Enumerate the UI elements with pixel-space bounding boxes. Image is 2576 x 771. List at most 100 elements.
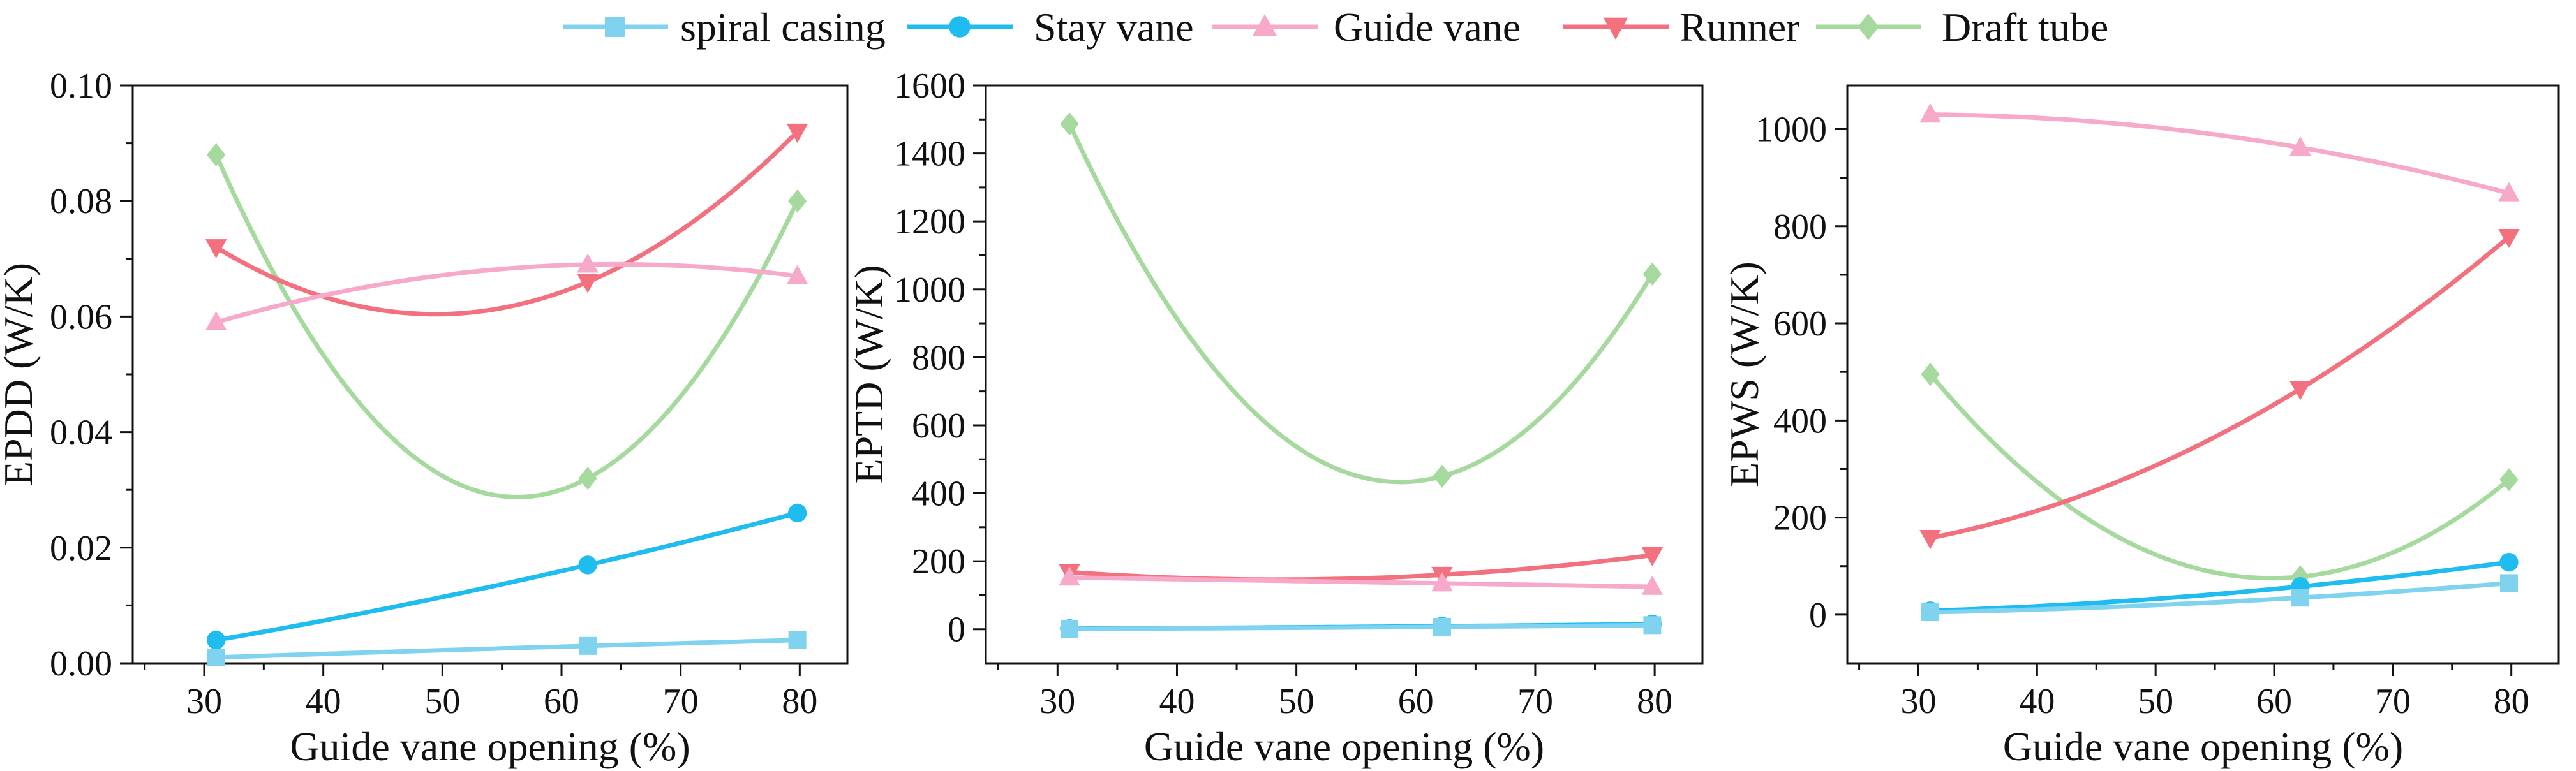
series-line-draft-tube [1928, 372, 2512, 581]
x-tick-label: 80 [782, 682, 817, 721]
x-tick-label: 50 [2138, 682, 2173, 721]
y-tick-label: 400 [912, 474, 965, 514]
y-tick-label: 600 [912, 406, 965, 446]
series-line-draft-tube [214, 152, 800, 499]
data-point-spiral-casing [1061, 620, 1079, 638]
y-tick-label: 200 [1773, 499, 1827, 538]
y-tick-label: 0.08 [50, 182, 112, 221]
y-axis-label: EPWS (W/K) [1722, 261, 1767, 487]
y-tick-label: 0 [948, 610, 965, 650]
data-point-stay-vane [787, 503, 807, 523]
legend-item-stay-vane: Stay vane [907, 4, 1194, 50]
y-tick-label: 0.10 [50, 66, 112, 106]
series-line-stay-vane [214, 510, 800, 643]
y-tick-label: 0.06 [50, 297, 112, 337]
data-point-spiral-casing [2499, 574, 2518, 592]
data-point-draft-tube [2499, 468, 2519, 492]
legend-item-spiral-casing: spiral casing [563, 4, 886, 50]
legend-marker-spiral-casing [605, 17, 625, 37]
legend-item-runner: Runner [1563, 4, 1799, 50]
y-tick-label: 0.00 [50, 644, 112, 684]
legend-label: Guide vane [1334, 4, 1521, 50]
data-point-runner [205, 239, 227, 259]
series-line-runner [214, 129, 800, 317]
data-point-stay-vane [206, 631, 226, 650]
legend-label: Runner [1679, 4, 1799, 50]
data-point-guide-vane [2289, 136, 2311, 156]
chart-panel-2: 30 40 50 60 70 800200400600800100012001400160… [846, 66, 1704, 769]
y-tick-label: 600 [1773, 304, 1827, 344]
x-tick-label: 40 [306, 682, 341, 721]
data-point-draft-tube [1921, 362, 1940, 386]
legend-marker-draft-tube [1858, 13, 1879, 40]
x-axis-label: Guide vane opening (%) [2003, 724, 2403, 769]
data-point-draft-tube [787, 189, 807, 213]
series-spiral-casing [1921, 574, 2518, 622]
data-point-guide-vane [1919, 103, 1941, 123]
series-line-spiral-casing [1928, 580, 2512, 615]
series-line-draft-tube [1067, 121, 1655, 485]
x-tick-label: 30 [186, 682, 222, 721]
data-point-draft-tube [1433, 464, 1452, 488]
series-stay-vane [206, 503, 807, 650]
legend: spiral casing Stay vane Guide vane Runner Dr… [563, 4, 2108, 50]
data-point-spiral-casing [1433, 617, 1451, 636]
data-point-guide-vane [2498, 182, 2520, 202]
data-point-draft-tube [578, 466, 597, 490]
x-tick-label: 30 [1901, 682, 1937, 721]
x-tick-label: 60 [1398, 682, 1434, 721]
series-line-guide-vane [214, 261, 800, 325]
x-tick-label: 80 [2494, 682, 2529, 721]
x-axis-label: Guide vane opening (%) [290, 724, 690, 769]
data-point-draft-tube [2291, 565, 2310, 589]
x-tick-label: 70 [663, 682, 699, 721]
series-runner [205, 123, 808, 317]
legend-label: Draft tube [1942, 4, 2108, 50]
chart-panel-1: 30 40 50 60 70 80 0.00 0.02 0.04 0.06 0.08 0.10 Guid… [0, 66, 849, 769]
data-point-spiral-casing [579, 636, 597, 655]
series-draft-tube [1921, 362, 2519, 589]
data-point-runner [577, 274, 599, 293]
legend-marker-guide-vane [1252, 14, 1277, 36]
x-axis-label: Guide vane opening (%) [1144, 724, 1544, 769]
series-guide-vane [1919, 103, 2520, 202]
y-tick-label: 0 [1809, 596, 1827, 635]
data-point-draft-tube [1642, 262, 1662, 286]
data-point-runner [786, 123, 808, 143]
legend-marker-stay-vane [949, 16, 971, 38]
y-tick-label: 800 [912, 338, 965, 378]
y-tick-label: 1200 [894, 202, 965, 242]
legend-item-guide-vane: Guide vane [1212, 4, 1521, 50]
data-point-runner [2289, 381, 2311, 400]
x-tick-label: 80 [1637, 682, 1672, 721]
series-guide-vane [1059, 566, 1664, 595]
data-point-stay-vane [578, 555, 597, 575]
y-tick-label: 0.04 [50, 413, 112, 453]
data-point-runner [1641, 547, 1664, 567]
data-point-runner [1919, 529, 1941, 550]
data-point-spiral-casing [207, 648, 225, 666]
data-point-guide-vane [1431, 572, 1453, 592]
series-line-guide-vane [1928, 112, 2512, 196]
series-line-stay-vane [1928, 560, 2512, 613]
y-tick-label: 200 [912, 542, 965, 582]
x-tick-label: 70 [2375, 682, 2411, 721]
plot-frame [1846, 84, 2560, 665]
y-tick-label: 1400 [894, 135, 965, 174]
legend-label: Stay vane [1034, 4, 1194, 50]
data-point-spiral-casing [788, 631, 807, 649]
data-point-guide-vane [1059, 566, 1080, 586]
data-point-guide-vane [1641, 575, 1664, 595]
x-tick-label: 40 [2019, 682, 2055, 721]
data-point-spiral-casing [1921, 603, 1940, 622]
data-point-guide-vane [205, 311, 227, 331]
x-tick-label: 40 [1159, 682, 1195, 721]
x-tick-label: 50 [1279, 682, 1314, 721]
plot-frame [131, 84, 849, 665]
data-point-runner [2498, 228, 2520, 249]
series-guide-vane [205, 253, 808, 331]
data-point-draft-tube [1060, 112, 1079, 136]
x-tick-label: 70 [1517, 682, 1553, 721]
chart-panels: 30 40 50 60 70 80 0.00 0.02 0.04 0.06 0.08 0.10 Guid… [0, 66, 2560, 769]
